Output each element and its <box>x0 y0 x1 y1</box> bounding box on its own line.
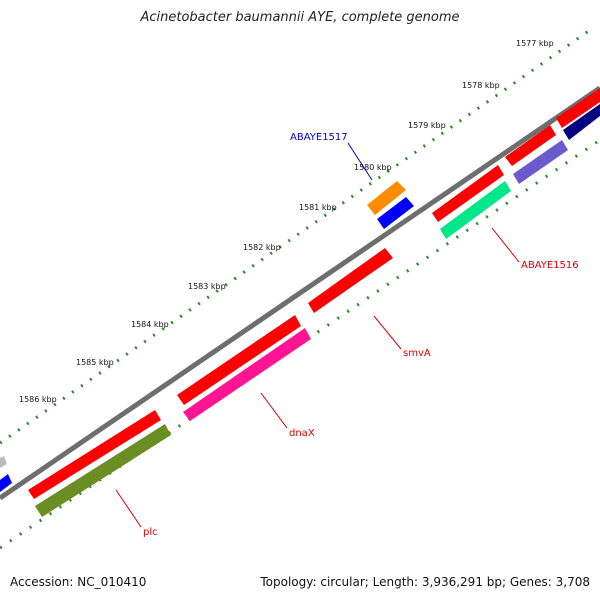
gene-feature[interactable] <box>556 88 600 128</box>
tick-label: 1582 kbp <box>243 243 281 252</box>
gene-feature[interactable] <box>432 165 504 222</box>
gene-feature-abaye1516[interactable] <box>440 181 511 239</box>
gene-label-smva[interactable]: smvA <box>403 348 431 359</box>
label-leaders <box>115 142 520 528</box>
tick-label: 1586 kbp <box>19 395 57 404</box>
genome-summary-text: Topology: circular; Length: 3,936,291 bp… <box>260 575 590 589</box>
gene-feature[interactable] <box>505 125 556 166</box>
gene-feature-abaye1517[interactable] <box>367 181 406 215</box>
tick-label: 1578 kbp <box>462 81 500 90</box>
tick-label: 1585 kbp <box>76 358 114 367</box>
leader-line <box>260 392 288 429</box>
leader-line <box>491 227 520 263</box>
gene-feature-dnax[interactable] <box>177 315 301 405</box>
gene-feature[interactable] <box>183 328 311 421</box>
gene-feature[interactable] <box>0 456 7 468</box>
gene-feature-smva[interactable] <box>308 248 393 313</box>
tick-label: 1581 kbp <box>299 203 337 212</box>
gene-feature[interactable] <box>35 424 171 517</box>
gene-feature[interactable] <box>563 104 600 140</box>
gene-label-plc[interactable]: plc <box>143 527 158 538</box>
outer-dotted-track <box>0 28 591 445</box>
forward-strand-features <box>28 88 600 499</box>
tick-label: 1584 kbp <box>131 320 169 329</box>
gene-feature[interactable] <box>513 140 568 184</box>
gene-feature[interactable] <box>0 474 12 492</box>
gene-label-abaye1516[interactable]: ABAYE1516 <box>521 260 579 271</box>
tick-labels: 1577 kbp 1578 kbp 1579 kbp 1580 kbp 1581… <box>19 39 554 404</box>
gene-feature[interactable] <box>377 197 414 229</box>
map-title: Acinetobacter baumannii AYE, complete ge… <box>140 10 460 25</box>
gene-feature-plc[interactable] <box>28 410 161 499</box>
tick-label: 1577 kbp <box>516 39 554 48</box>
leader-line <box>347 142 373 181</box>
gene-label-abaye1517[interactable]: ABAYE1517 <box>290 132 348 143</box>
leader-line <box>115 489 142 528</box>
outer-tick-ring <box>0 28 591 445</box>
leader-line <box>373 315 402 350</box>
gene-labels: ABAYE1517 ABAYE1516 smvA dnaX plc <box>143 132 579 538</box>
reverse-strand-features <box>0 104 600 517</box>
tick-label: 1580 kbp <box>354 163 392 172</box>
tick-label: 1579 kbp <box>408 121 446 130</box>
gene-label-dnax[interactable]: dnaX <box>289 428 315 439</box>
genome-backbone <box>0 85 600 501</box>
accession-text: Accession: NC_010410 <box>10 575 147 589</box>
tick-label: 1583 kbp <box>188 282 226 291</box>
